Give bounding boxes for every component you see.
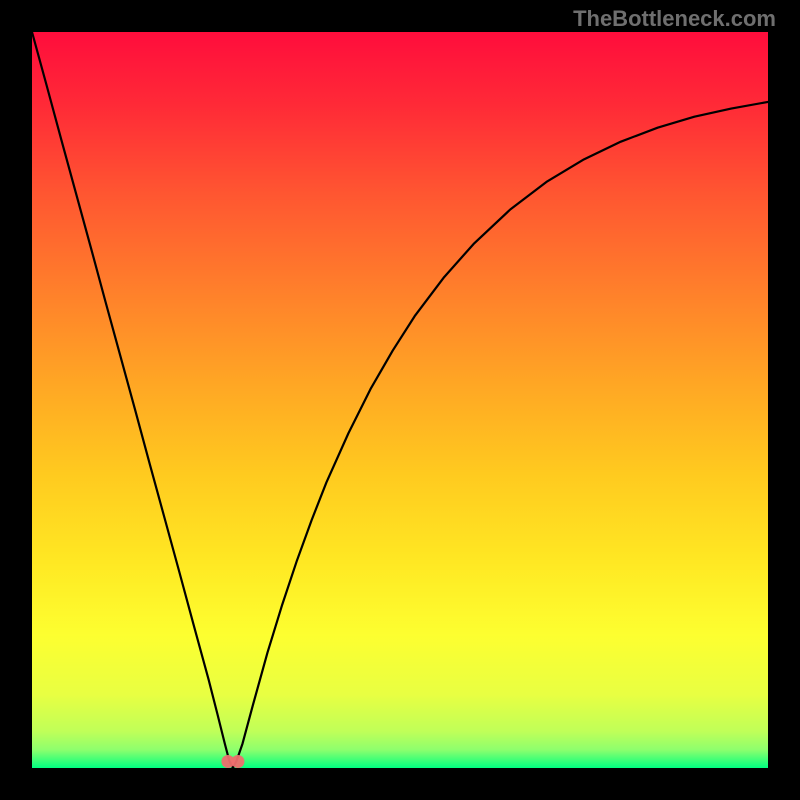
minimum-marker-dot-right [231,755,244,768]
watermark-text: TheBottleneck.com [573,6,776,32]
chart-frame: TheBottleneck.com [0,0,800,800]
plot-background-gradient [32,32,768,768]
chart-svg [0,0,800,800]
